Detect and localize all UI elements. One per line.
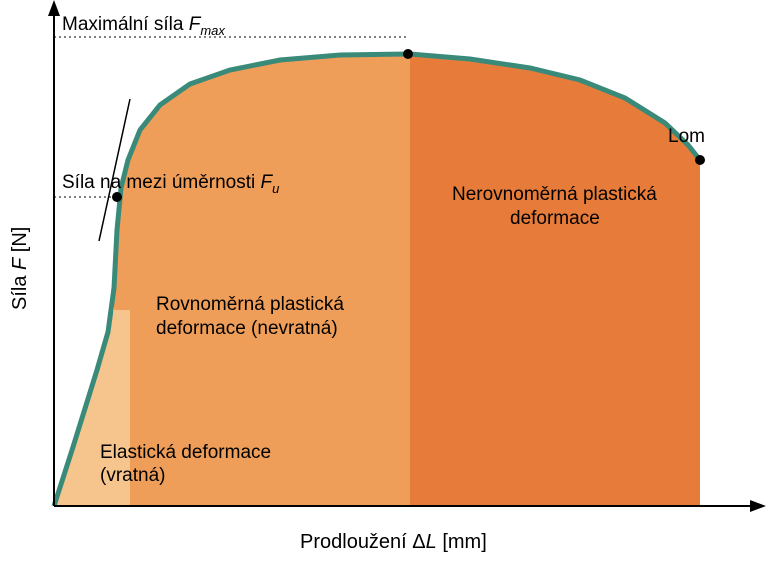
x-axis-label: Prodloužení ΔL [mm] — [300, 531, 487, 553]
label-nonuniform-1: Nerovnoměrná plastická — [452, 184, 657, 205]
y-axis-label: Síla F [N] — [9, 227, 31, 310]
y-axis-arrow — [48, 0, 60, 16]
annot-fmax: Maximální síla Fmax — [62, 14, 225, 38]
label-elastic-2: (vratná) — [100, 465, 165, 486]
annot-lom: Lom — [668, 126, 705, 147]
x-axis-arrow — [750, 500, 766, 512]
label-uniform-2: deformace (nevratná) — [156, 318, 338, 339]
annot-fu: Síla na mezi úměrnosti Fu — [62, 172, 279, 196]
stress-strain-diagram: Elastická deformace (vratná) Rovnoměrná … — [0, 0, 769, 568]
lom-point — [695, 155, 705, 165]
diagram-container: Elastická deformace (vratná) Rovnoměrná … — [0, 0, 769, 568]
label-uniform-1: Rovnoměrná plastická — [156, 294, 344, 315]
region-nonuniform-plastic — [410, 54, 700, 506]
fu-point — [112, 192, 122, 202]
label-nonuniform-2: deformace — [510, 208, 600, 229]
label-elastic-1: Elastická deformace — [100, 442, 271, 463]
fmax-point — [403, 49, 413, 59]
region-uniform-plastic — [114, 54, 410, 506]
